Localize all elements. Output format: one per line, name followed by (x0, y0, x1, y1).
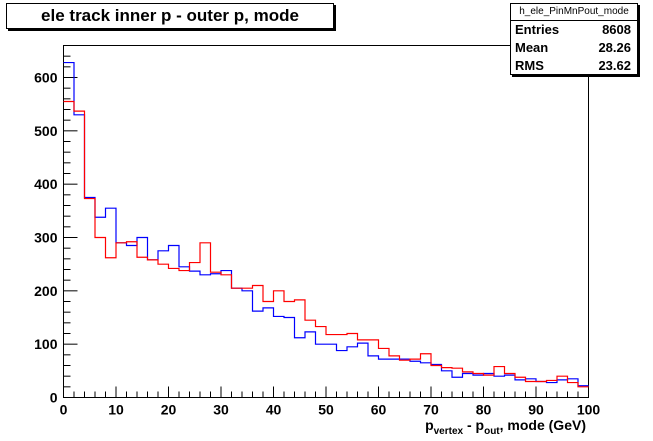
y-tick-label: 300 (34, 230, 58, 246)
y-tick-label: 600 (34, 70, 58, 86)
chart-title-box: ele track inner p - outer p, mode (6, 3, 334, 29)
stats-rms-value: 23.62 (598, 58, 631, 73)
stats-row-mean: Mean 28.26 (511, 39, 637, 57)
stats-mean-value: 28.26 (598, 40, 631, 55)
y-tick-label: 200 (34, 283, 58, 299)
stats-entries-value: 8608 (602, 22, 631, 37)
y-tick-label: 500 (34, 123, 58, 139)
x-axis-label-p: p (425, 417, 434, 433)
x-tick-label: 30 (213, 402, 229, 418)
series-layer (63, 61, 589, 388)
stats-row-rms: RMS 23.62 (511, 57, 637, 75)
stats-histogram-name: h_ele_PinMnPout_mode (511, 4, 637, 21)
x-axis-label: pvertex - pout, mode (GeV) (425, 417, 586, 437)
x-tick-label: 10 (108, 402, 124, 418)
x-tick-label: 70 (423, 402, 439, 418)
y-tick-label: 400 (34, 176, 58, 192)
x-tick-label: 80 (476, 402, 492, 418)
histogram-series-red (63, 100, 589, 388)
y-tick-label: 0 (50, 390, 58, 406)
x-axis-label-sub-out: out (484, 426, 500, 437)
x-axis-label-mid: - p (463, 417, 484, 433)
chart-title: ele track inner p - outer p, mode (41, 6, 299, 25)
stats-box: h_ele_PinMnPout_mode Entries 8608 Mean 2… (510, 3, 638, 75)
stats-entries-label: Entries (515, 22, 560, 37)
x-tick-label: 90 (528, 402, 544, 418)
x-tick-label: 100 (577, 402, 601, 418)
axis-ticks (63, 45, 589, 398)
stats-rms-label: RMS (515, 58, 544, 73)
stats-row-entries: Entries 8608 (511, 21, 637, 39)
y-tick-label: 100 (34, 336, 58, 352)
x-axis-label-tail: , mode (GeV) (500, 417, 586, 433)
tick-labels: 0 10 20 30 40 50 60 70 80 90 100 0 100 200 300 400 500 60… (34, 70, 600, 418)
x-tick-label: 50 (318, 402, 334, 418)
x-tick-label: 0 (60, 402, 68, 418)
stats-mean-label: Mean (515, 40, 549, 55)
x-axis-label-sub-vertex: vertex (434, 426, 464, 437)
histogram-series-blue (63, 61, 589, 387)
x-tick-label: 60 (371, 402, 387, 418)
x-tick-label: 40 (266, 402, 282, 418)
x-tick-label: 20 (161, 402, 177, 418)
